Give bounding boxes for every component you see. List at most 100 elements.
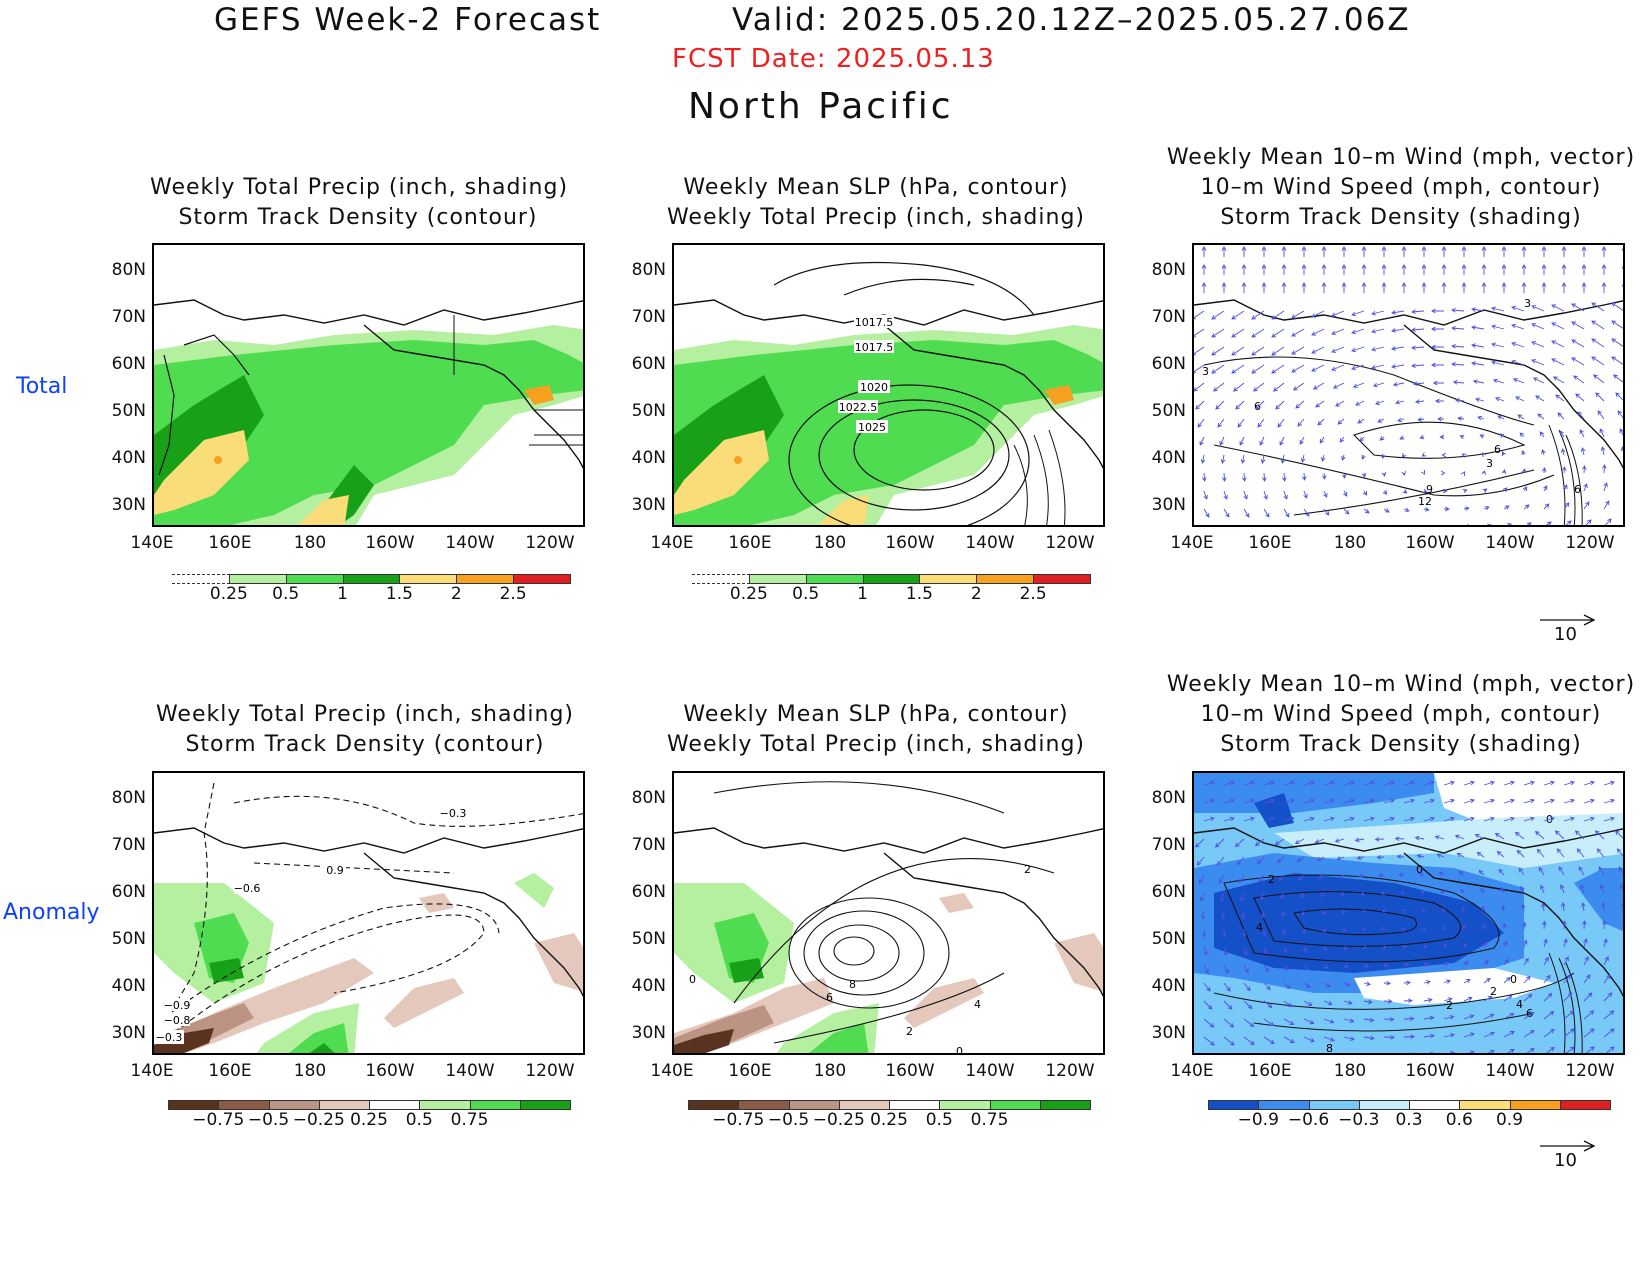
slp-label: 1017.5 <box>855 316 894 329</box>
wind-vector <box>1583 483 1588 492</box>
wind-vector <box>1420 890 1426 896</box>
wind-vector <box>1521 282 1527 293</box>
wind-vector <box>1595 392 1605 402</box>
map-total-precip-storm <box>152 243 585 527</box>
wind-vector <box>1483 1013 1495 1020</box>
lon-tick-label: 140W <box>445 1061 495 1081</box>
wind-vector <box>1479 434 1485 439</box>
wind-vector <box>1541 264 1547 275</box>
wind-vector <box>1624 957 1625 965</box>
wind-vector <box>1363 816 1375 822</box>
wind-vector <box>1303 1000 1313 1006</box>
wind-vector <box>1311 328 1325 336</box>
wind-vector <box>1603 974 1611 984</box>
wind-vector <box>1543 798 1555 804</box>
colorbar-label: 2 <box>450 584 462 604</box>
wind-vector <box>1338 873 1345 879</box>
wind-vector <box>1418 872 1425 877</box>
colorbar-label: 0.25 <box>209 584 248 604</box>
wind-vector <box>1601 246 1607 257</box>
wind-vector <box>1614 830 1623 839</box>
wind-vector <box>1340 891 1346 897</box>
wind-vector <box>1343 798 1355 804</box>
wind-vector <box>1621 265 1623 269</box>
wind-vector <box>1442 488 1448 494</box>
panel-title-total-wind: Weekly Mean 10–m Wind (mph, vector) 10–m … <box>1166 145 1636 230</box>
colorbar-swatch <box>1559 1100 1611 1110</box>
lon-tick-label: 160E <box>728 533 772 553</box>
wind-vector <box>1343 1036 1355 1041</box>
wind-vector <box>1203 946 1208 956</box>
lat-tick-label: 70N <box>111 307 146 327</box>
wind-vector <box>1603 780 1615 786</box>
wind-vector <box>1335 400 1345 407</box>
wind-vector <box>1403 1016 1415 1021</box>
wind-vector <box>1501 451 1506 457</box>
wind-vector <box>1443 979 1451 984</box>
lat-tick-label: 40N <box>111 448 146 468</box>
storm-label: −0.6 <box>234 882 261 895</box>
lat-tick-label: 60N <box>111 882 146 902</box>
colorbar-label: −0.25 <box>812 1110 865 1130</box>
wind-vector <box>1561 282 1567 293</box>
wind-vector <box>1199 436 1205 446</box>
wind-vector <box>1274 838 1285 846</box>
wind-vector <box>1303 508 1310 517</box>
wind-vector <box>1441 282 1447 293</box>
wind-vector <box>1624 1047 1625 1055</box>
lat-tick-label: 70N <box>631 835 666 855</box>
wind-vector <box>1323 1018 1335 1024</box>
wind-vector <box>1243 1000 1253 1010</box>
lat-tick-label: 80N <box>631 788 666 808</box>
wind-vector <box>1237 418 1245 428</box>
wind-vector <box>1471 361 1485 366</box>
wind-vector <box>1280 454 1286 464</box>
wind-vector <box>1361 282 1367 293</box>
lat-tick-label: 50N <box>631 401 666 421</box>
wind-vector <box>1303 1036 1315 1043</box>
slp-anom-label: 4 <box>974 998 981 1011</box>
wind-vector <box>1263 780 1275 786</box>
wind-vector <box>1203 1036 1215 1046</box>
wind-vector <box>1460 471 1466 477</box>
wind-vector <box>1491 342 1505 348</box>
wind-vector <box>1503 816 1515 822</box>
wind-vector <box>1474 834 1485 840</box>
lon-tick-label: 160W <box>365 533 415 553</box>
wind-vector <box>1503 1031 1515 1038</box>
wind-vector <box>1593 374 1605 384</box>
wind-vector <box>1561 448 1566 456</box>
wind-vector <box>1624 799 1625 803</box>
wind-vector <box>1323 490 1328 498</box>
wind-vector <box>1302 946 1307 953</box>
wind-vector <box>1441 452 1447 458</box>
wind-vector <box>1571 357 1585 366</box>
colorbar-label: 0.3 <box>1395 1110 1423 1130</box>
wind-vector <box>1523 816 1535 822</box>
wind-vector <box>1263 798 1275 804</box>
wind-vector <box>1539 431 1545 438</box>
wind-vector <box>1521 921 1527 930</box>
wind-vector <box>1253 382 1265 392</box>
wind-vector <box>1363 1035 1375 1041</box>
wind-vector <box>1423 780 1435 786</box>
wind-vector <box>1383 980 1391 986</box>
colorbar-swatch <box>748 574 807 584</box>
slp-label: 1022.5 <box>839 401 878 414</box>
wind-vector <box>1263 508 1270 518</box>
wind-vector <box>1341 282 1347 293</box>
wind-vector <box>1523 957 1529 966</box>
wind-vector <box>1402 489 1408 494</box>
wind-vector <box>1468 1050 1475 1053</box>
colorbar-swatch <box>1033 574 1091 584</box>
wind-vector <box>1431 362 1444 368</box>
wind-vector <box>1203 490 1208 500</box>
wind-vector <box>1315 400 1325 408</box>
slp-label: 1025 <box>858 421 886 434</box>
wind-vector <box>1523 975 1531 984</box>
colorbar-label: 1.5 <box>385 584 413 604</box>
wind-vector <box>1451 343 1465 349</box>
wind-vector <box>1363 963 1370 968</box>
wind-vector <box>1601 902 1606 912</box>
wind-vector <box>1401 471 1406 476</box>
